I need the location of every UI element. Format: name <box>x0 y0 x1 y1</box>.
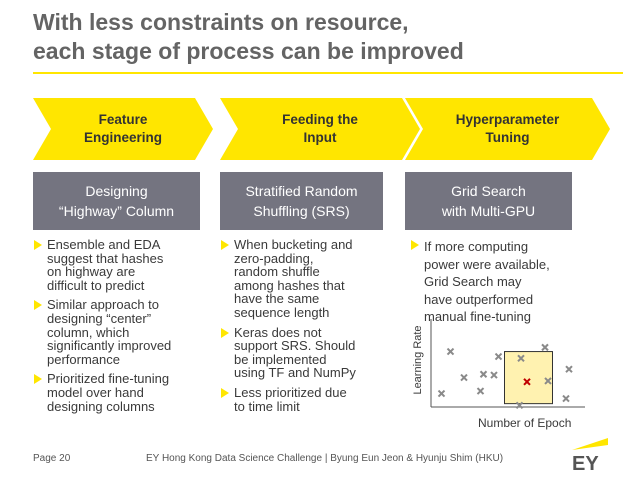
bullet-arrow-icon <box>221 240 229 250</box>
bullet-line: Grid Search may <box>424 274 522 289</box>
bullet-arrow-icon <box>34 300 42 311</box>
grid-point-marker <box>515 401 524 410</box>
bullet-line: have the same <box>234 291 320 307</box>
bullet-line: Less prioritized due <box>234 384 347 400</box>
stage-label-line-1: Feature <box>98 112 148 127</box>
bullet-arrow-icon <box>34 374 42 385</box>
grid-point-marker <box>544 377 552 385</box>
bullet-item: Similar approach to designing “center” c… <box>33 298 208 366</box>
grid-point-marker <box>490 371 498 379</box>
technique-line-2: with Multi-GPU <box>441 203 536 219</box>
technique-box-srs: Stratified Random Shuffling (SRS) <box>220 172 383 230</box>
ey-logo-icon: EY <box>572 438 608 472</box>
bullet-line: using TF and NumPy <box>234 365 356 381</box>
footer-text: EY Hong Kong Data Science Challenge | By… <box>146 453 504 464</box>
bullet-line: random shuffle <box>234 264 320 280</box>
bullet-line: designing columns <box>47 398 155 414</box>
bullet-line: Similar approach to <box>47 297 159 313</box>
bullet-list-feeding-input: When bucketing and zero-padding, random … <box>220 238 390 419</box>
bullet-list-hyperparameter: If more computing power were available, … <box>410 238 610 332</box>
technique-box-grid-search: Grid Search with Multi-GPU <box>405 172 572 230</box>
grid-point-marker <box>517 354 525 362</box>
highlight-region <box>504 351 553 405</box>
bullet-line: column, which <box>47 324 130 340</box>
bullet-line: Ensemble and EDA <box>47 237 161 252</box>
stage-label-line-1: Feeding the <box>282 112 358 127</box>
bullet-line: zero-padding, <box>234 250 314 266</box>
slide-title-line-1: With less constraints on resource, <box>33 9 409 35</box>
title-underline <box>33 72 623 74</box>
slide-title: With less constraints on resource, each … <box>33 8 623 66</box>
bullet-item: Keras does not support SRS. Should be im… <box>220 324 390 381</box>
best-point-marker <box>523 378 531 386</box>
chevron-shape <box>220 98 420 160</box>
bullet-list-feature-engineering: Ensemble and EDA suggest that hashes on … <box>33 238 208 419</box>
stage-label-line-1: Hyperparameter <box>455 112 560 127</box>
bullet-item: When bucketing and zero-padding, random … <box>220 238 390 320</box>
bullet-line: to time limit <box>234 398 300 414</box>
bullet-line: model over hand <box>47 384 144 400</box>
bullet-line: have outperformed <box>424 291 534 307</box>
bullet-item: If more computing power were available, … <box>410 238 610 326</box>
bullet-line: significantly improved <box>47 338 172 354</box>
technique-line-2: “Highway” Column <box>58 203 175 219</box>
grid-point-marker <box>446 347 455 356</box>
bullet-item: Prioritized fine-tuning model over hand … <box>33 372 208 413</box>
bullet-line: manual fine-tuning <box>424 309 531 324</box>
chart-x-axis-label: Number of Epoch <box>478 416 572 430</box>
bullet-line: designing “center” <box>47 310 152 326</box>
page-number: Page 20 <box>33 453 71 464</box>
bullet-line: power were available, <box>424 256 550 272</box>
bullet-line: Keras does not <box>234 324 322 340</box>
grid-point-marker <box>541 343 549 352</box>
bullet-item: Less prioritized due to time limit <box>220 386 390 413</box>
bullet-line: sequence length <box>234 304 330 320</box>
bullet-arrow-icon <box>34 240 42 250</box>
chevron-shape <box>405 98 610 160</box>
chevron-shape <box>33 98 213 160</box>
bullet-line: be implemented <box>234 351 327 367</box>
stage-label-line-2: Tuning <box>485 130 530 145</box>
technique-line-1: Grid Search <box>451 183 526 199</box>
bullet-arrow-icon <box>221 327 229 338</box>
bullet-line: on highway are <box>47 264 136 280</box>
technique-line-2: Shuffling (SRS) <box>253 203 350 219</box>
grid-point-marker <box>562 394 570 403</box>
bullet-line: performance <box>47 351 120 367</box>
bullet-line: among hashes that <box>234 277 345 293</box>
bullet-line: If more computing <box>424 239 529 254</box>
bullet-item: Ensemble and EDA suggest that hashes on … <box>33 238 208 292</box>
grid-point-marker <box>460 373 468 382</box>
bullet-arrow-icon <box>221 387 229 398</box>
bullet-line: suggest that hashes <box>47 250 164 266</box>
svg-text:EY: EY <box>572 453 599 472</box>
bullet-line: Prioritized fine-tuning <box>47 371 170 387</box>
grid-point-marker <box>494 352 503 361</box>
technique-line-1: Stratified Random <box>245 183 358 199</box>
stage-hyperparameter-tuning: Hyperparameter Tuning <box>405 98 610 160</box>
bullet-line: When bucketing and <box>234 237 353 252</box>
technique-box-highway: Designing “Highway” Column <box>33 172 200 230</box>
stage-label-line-2: Engineering <box>83 130 162 145</box>
bullet-arrow-icon <box>411 240 419 250</box>
technique-line-1: Designing <box>85 183 148 199</box>
slide-title-line-2: each stage of process can be improved <box>33 38 464 64</box>
bullet-line: difficult to predict <box>47 277 145 293</box>
grid-point-marker <box>565 365 573 373</box>
stage-feature-engineering: Feature Engineering <box>33 98 213 160</box>
grid-point-marker <box>437 389 446 398</box>
grid-search-chart <box>430 319 585 410</box>
grid-point-marker <box>476 387 485 395</box>
grid-point-marker <box>479 370 488 378</box>
stage-label-line-2: Input <box>303 130 337 145</box>
bullet-line: support SRS. Should <box>234 338 356 354</box>
stage-feeding-input: Feeding the Input <box>220 98 420 160</box>
